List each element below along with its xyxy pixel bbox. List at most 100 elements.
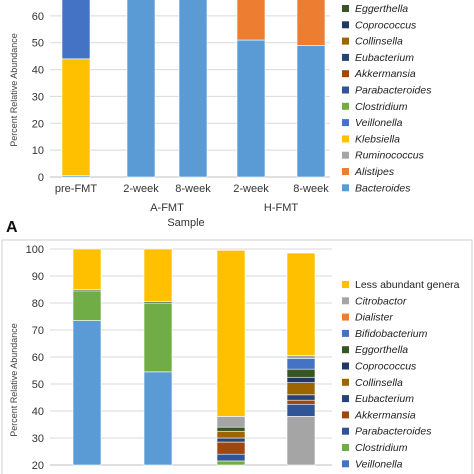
panel-a-legend-swatch-akkermansia — [342, 70, 349, 78]
panel-a-bar-1-klebsiella — [61, 58, 91, 176]
panel-b-bar-4-ruminococcus — [286, 416, 316, 466]
panel-b-legend-swatch-clostridium — [342, 444, 349, 451]
panel-b-legend-label-eggorthella: Eggorthella — [355, 344, 408, 356]
panel-b-legend-label-bifidobacterium: Bifidobacterium — [355, 328, 428, 340]
panel-b-legend-label-less-abundant-genera: Less abundant genera — [355, 279, 460, 291]
panel-a-y-tick-0: 0 — [38, 172, 44, 184]
panel-a-x-tick-3: 8-week — [175, 183, 211, 195]
panel-a-legend-label-eubacterium: Eubacterium — [355, 52, 414, 64]
panel-a-legend-label-clostridium: Clostridium — [355, 101, 408, 113]
panel-b-legend-swatch-collinsella — [342, 378, 349, 386]
panel-b-bar-4-coprococcus — [286, 376, 316, 383]
panel-a-legend-label-bacteroides: Bacteroides — [355, 182, 411, 194]
panel-b-legend-label-clostridium: Clostridium — [355, 442, 408, 454]
panel-a-y-tick-20: 20 — [32, 118, 44, 130]
panel-b-legend-label-collinsella: Collinsella — [355, 377, 403, 389]
panel-a-legend-label-ruminococcus: Ruminococcus — [355, 150, 425, 162]
panel-b-bar-3-eubacterium — [216, 437, 246, 443]
panel-a-y-tick-60: 60 — [32, 11, 44, 23]
panel-b-bar-3-clostridium — [216, 460, 246, 466]
panel-b-legend-label-parabacteroides: Parabacteroides — [355, 426, 432, 438]
panel-a-legend-swatch-klebsiella — [342, 135, 349, 143]
panel-a-group-label-1: A-FMT — [150, 202, 184, 214]
panel-b-y-axis-label: Percent Relative Abundance — [9, 323, 19, 437]
panel-b-y-tick-60: 60 — [32, 352, 44, 364]
panel-b-legend-swatch-eggorthella — [342, 346, 349, 354]
panel-a-legend-label-parabacteroides: Parabacteroides — [355, 85, 432, 97]
panel-b-legend-swatch-parabacteroides — [342, 427, 349, 435]
panel-a-legend-swatch-eggerthella — [342, 5, 349, 12]
panel-a-letter: A — [6, 219, 18, 236]
panel-a-legend-label-klebsiella: Klebsiella — [355, 133, 400, 145]
panel-b-bar-1-less-abundant-genera — [72, 248, 102, 290]
panel-a-legend-swatch-clostridium — [342, 102, 349, 110]
panel-a-x-tick-2: 2-week — [123, 183, 159, 195]
panel-b-legend-swatch-coprococcus — [342, 362, 349, 370]
panel-b-legend-swatch-bifidobacterium — [342, 329, 349, 337]
panel-b-bar-4-parabacteroides — [286, 403, 316, 417]
panel-b-legend-label-akkermansia: Akkermansia — [354, 409, 416, 421]
panel-a-y-tick-50: 50 — [32, 38, 44, 50]
panel-a-group-labels: A-FMT H-FMT — [150, 202, 298, 214]
panel-a-y-axis-label: Percent Relative Abundance — [9, 33, 19, 147]
panel-b-bar-4-bifidobacterium — [286, 358, 316, 370]
panel-b-y-tick-50: 50 — [32, 379, 44, 391]
panel-a-bar-3-bacteroides — [178, 0, 208, 178]
panel-b-bar-3-collinsella — [216, 430, 246, 439]
panel-b-legend-label-citrobactor: Citrobactor — [355, 295, 407, 307]
panel-b-y-ticks: 20 30 40 50 60 70 80 90 100 — [26, 244, 44, 472]
panel-b-bar-4-eggerthella — [286, 368, 316, 378]
panel-b-y-tick-20: 20 — [32, 460, 44, 472]
panel-b-bar-4-less-abundant-genera — [286, 252, 316, 356]
panel-b-bar-1-bacteroides — [72, 320, 102, 466]
panel-a-bar-2-bacteroides — [126, 0, 156, 178]
panel-b-bar-3-citrobacter — [216, 416, 246, 428]
panel-a-y-tick-40: 40 — [32, 65, 44, 77]
panel-b-legend-swatch-less-abundant-genera — [342, 281, 349, 288]
panel-b-bar-4-citrobacter — [286, 355, 316, 359]
panel-b-y-tick-100: 100 — [26, 244, 44, 256]
panel-b-bar-1-clostridium — [72, 290, 102, 321]
panel-a: 0 10 20 30 40 50 60 pre-FMT 2-week 8-week 2-week 8… — [6, 0, 432, 236]
panel-b-bar-2-bacteroides — [143, 371, 173, 466]
panel-a-legend-swatch-coprococcus — [342, 21, 349, 29]
panel-a-y-tick-10: 10 — [32, 145, 44, 157]
panel-a-x-tick-1: pre-FMT — [55, 183, 97, 195]
panel-a-legend-swatch-ruminococcus — [342, 151, 349, 159]
panel-a-x-tick-4: 2-week — [233, 183, 269, 195]
panel-b-legend: Less abundant genera Citrobactor Dialister… — [342, 279, 460, 470]
panel-a-bar-4-bacteroides — [236, 39, 266, 178]
panel-a-bar-5-bacteroides — [296, 45, 326, 178]
panel-b: 20 30 40 50 60 70 80 90 100 Less abundant genera… — [1, 239, 473, 474]
panel-a-legend-swatch-parabacteroides — [342, 86, 349, 94]
panel-b-bar-4-akkermansia — [286, 399, 316, 405]
panel-b-legend-swatch-eubacterium — [342, 395, 349, 403]
panel-b-bar-4-eubacterium — [286, 394, 316, 401]
panel-b-legend-label-eubacterium: Eubacterium — [355, 393, 414, 405]
panel-b-bar-2-clostridium — [143, 302, 173, 373]
panel-a-group-label-2: H-FMT — [264, 202, 298, 214]
panel-b-legend-label-coprococcus: Coprococcus — [355, 361, 417, 373]
panel-a-legend-label-eggerthella: Eggerthella — [355, 3, 408, 15]
panel-b-y-tick-70: 70 — [32, 325, 44, 337]
panel-a-legend-swatch-alistipes — [342, 168, 349, 175]
panel-b-bar-4-collinsella — [286, 382, 316, 396]
panel-a-bar-5-alistipes — [296, 0, 326, 46]
panel-b-bar-3-less-abundant-genera — [216, 250, 246, 417]
panel-a-legend-label-akkermansia: Akkermansia — [354, 68, 416, 80]
panel-b-legend-swatch-citrobactor — [342, 297, 349, 305]
panel-a-legend-swatch-veillonella — [342, 119, 349, 127]
panel-b-frame — [1, 239, 473, 474]
panel-b-y-tick-80: 80 — [32, 298, 44, 310]
panel-b-bars — [72, 248, 316, 466]
panel-a-legend: Eggerthella Coprococcus Collinsella Eubacte… — [342, 3, 432, 194]
panel-a-y-ticks: 0 10 20 30 40 50 60 — [32, 11, 44, 184]
panel-b-bar-3-parabacteroides — [216, 453, 246, 462]
panel-a-legend-swatch-collinsella — [342, 37, 349, 45]
panel-a-y-tick-30: 30 — [32, 91, 44, 103]
panel-a-x-ticks: pre-FMT 2-week 8-week 2-week 8-week — [55, 183, 329, 195]
panel-b-legend-swatch-dialister — [342, 313, 349, 321]
panel-a-bar-1-veillonella — [61, 0, 91, 60]
panel-a-legend-swatch-bacteroides — [342, 184, 349, 192]
